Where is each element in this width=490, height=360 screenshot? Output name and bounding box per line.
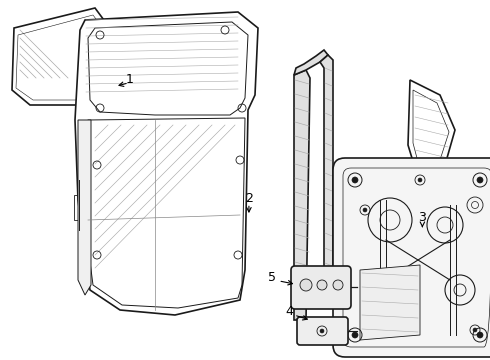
Text: 3: 3	[418, 211, 426, 224]
FancyBboxPatch shape	[291, 266, 351, 309]
Polygon shape	[320, 55, 333, 292]
Text: 5: 5	[268, 271, 276, 284]
Bar	[74, 195, 82, 220]
Circle shape	[317, 280, 327, 290]
Circle shape	[418, 178, 422, 182]
Text: 1: 1	[126, 73, 134, 86]
Polygon shape	[408, 80, 455, 168]
Circle shape	[333, 280, 343, 290]
Circle shape	[352, 332, 358, 338]
Polygon shape	[294, 50, 328, 75]
Text: 4: 4	[285, 305, 293, 318]
FancyBboxPatch shape	[333, 158, 490, 357]
Circle shape	[473, 328, 477, 332]
Polygon shape	[78, 120, 91, 295]
Polygon shape	[360, 265, 420, 340]
Polygon shape	[75, 12, 258, 315]
Circle shape	[477, 332, 483, 338]
Text: 2: 2	[245, 192, 253, 204]
FancyBboxPatch shape	[297, 317, 348, 345]
Polygon shape	[294, 70, 310, 320]
Circle shape	[352, 177, 358, 183]
Polygon shape	[12, 8, 115, 105]
Circle shape	[477, 177, 483, 183]
Circle shape	[363, 208, 367, 212]
Circle shape	[320, 329, 324, 333]
Circle shape	[300, 279, 312, 291]
